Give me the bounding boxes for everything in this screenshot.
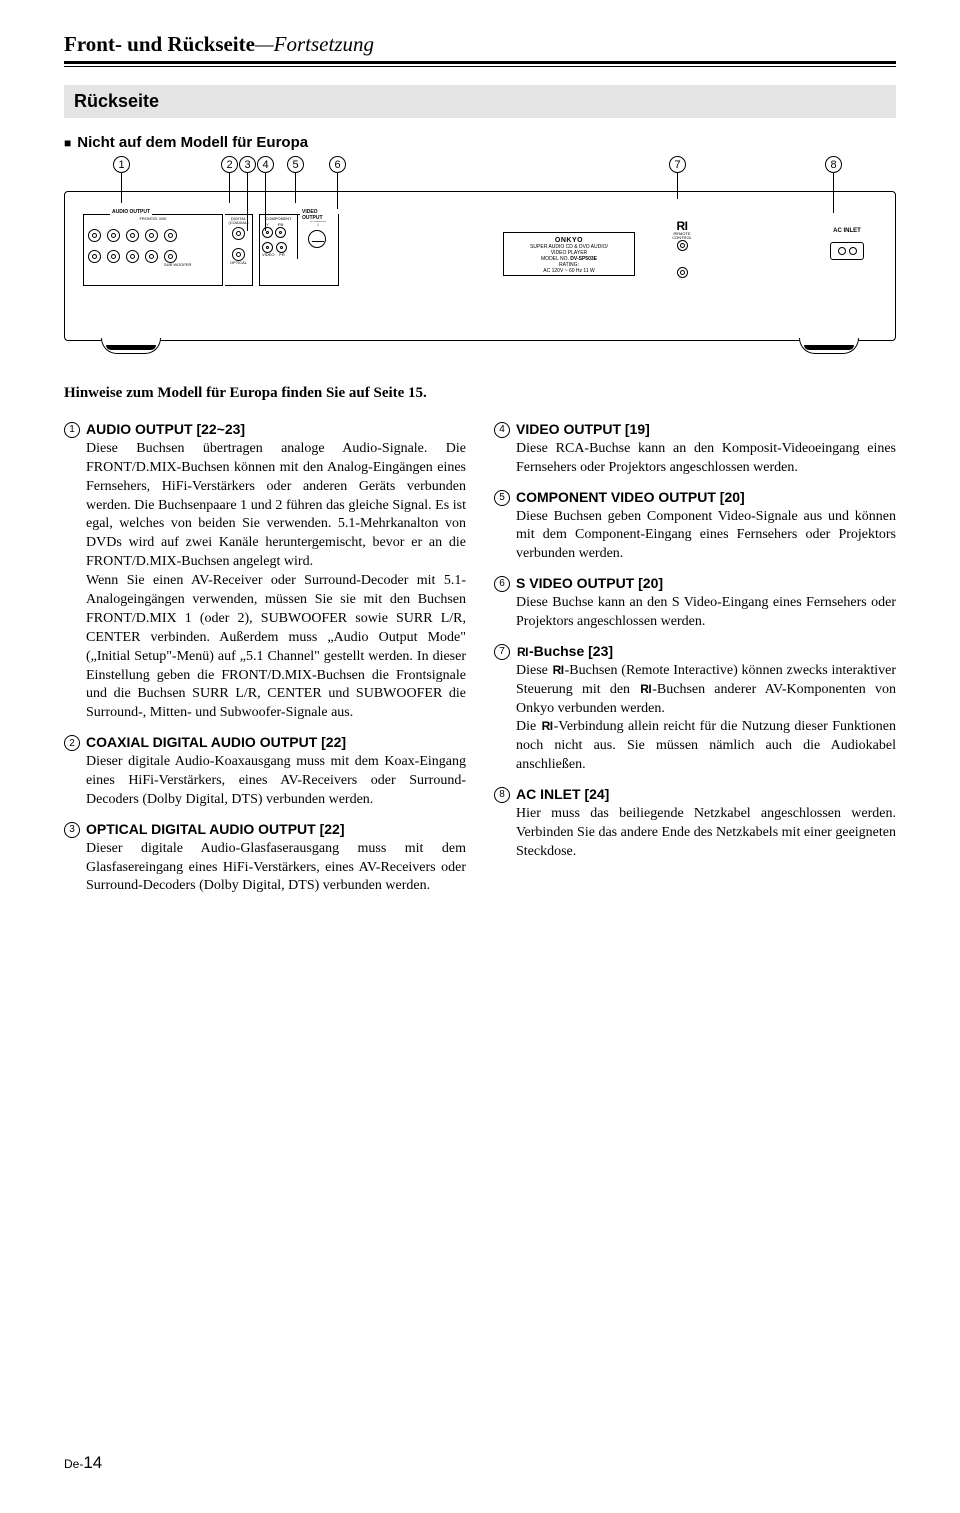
item-4: 4VIDEO OUTPUT [19] Diese RCA-Buchse kann…: [494, 420, 896, 478]
square-bullet: ■: [64, 136, 71, 150]
jack-icon: [677, 267, 688, 278]
ri-icon: RI: [541, 718, 554, 734]
rear-panel-diagram: 1 2 3 4 5 6 7 8 AUDIO OUTPUT FRONT/D. MI…: [64, 191, 896, 341]
item-1: 1AUDIO OUTPUT [22~23] Diese Buchsen über…: [64, 420, 466, 723]
callout-7: 7: [669, 156, 686, 199]
jack-icon: [107, 229, 120, 242]
jack-icon: [145, 229, 158, 242]
digital-block: DIGITAL (COAXIAL) OPTICAL: [225, 214, 253, 286]
foot-icon: [799, 338, 859, 354]
remote-control-block: RI REMOTE CONTROL: [671, 220, 693, 278]
item-6: 6S VIDEO OUTPUT [20] Diese Buchse kann a…: [494, 574, 896, 632]
audio-jacks-bottom: [84, 242, 222, 263]
jack-icon: [126, 229, 139, 242]
jack-icon: [677, 240, 688, 251]
section-subhead: Rückseite: [64, 85, 896, 118]
item-2: 2COAXIAL DIGITAL AUDIO OUTPUT [22] Diese…: [64, 733, 466, 810]
title-rule-thick: [64, 61, 896, 64]
jack-icon: [276, 242, 287, 253]
jack-icon: [145, 250, 158, 263]
jack-icon: [232, 248, 245, 261]
jack-icon: [275, 227, 286, 238]
video-output-block: VIDEO OUTPUT COMPONENT Y PB VIDEO PR S V…: [259, 214, 339, 286]
jack-icon: [126, 250, 139, 263]
europe-hint: Hinweise zum Modell für Europa finden Si…: [64, 385, 896, 402]
page-title: Front- und Rückseite—Fortsetzung: [64, 32, 896, 57]
callout-1: 1: [113, 156, 130, 203]
ac-inlet-icon: [830, 242, 864, 260]
audio-jacks-top: [84, 221, 222, 242]
page-number: De-14: [64, 1453, 102, 1473]
audio-output-block: AUDIO OUTPUT FRONT/D. MIX SUB WOOFER: [83, 214, 223, 286]
item-3: 3OPTICAL DIGITAL AUDIO OUTPUT [22] Diese…: [64, 820, 466, 897]
callout-row: 1 2 3 4 5 6 7 8: [65, 156, 895, 192]
title-main: Front- und Rückseite: [64, 32, 255, 56]
left-column: 1AUDIO OUTPUT [22~23] Diese Buchsen über…: [64, 420, 466, 906]
item-7: 7RI-Buchse [23] Diese RI-Buchsen (Remote…: [494, 642, 896, 775]
item-8: 8AC INLET [24] Hier muss das beiliegende…: [494, 785, 896, 862]
title-cont: Fortsetzung: [274, 32, 374, 56]
jack-icon: [88, 250, 101, 263]
foot-icon: [101, 338, 161, 354]
svideo-icon: [308, 230, 326, 248]
callout-8: 8: [825, 156, 842, 213]
model-label-box: ONKYO SUPER AUDIO CD & DVD AUDIO/ VIDEO …: [503, 232, 635, 276]
jack-icon: [107, 250, 120, 263]
variant-line: ■Nicht auf dem Modell für Europa: [64, 134, 896, 151]
ac-inlet-block: AC INLET: [817, 228, 877, 260]
content-columns: 1AUDIO OUTPUT [22~23] Diese Buchsen über…: [64, 420, 896, 906]
jack-icon: [164, 250, 177, 263]
callout-5: 5: [287, 156, 304, 203]
jack-icon: [88, 229, 101, 242]
jack-icon: [262, 242, 273, 253]
jack-icon: [262, 227, 273, 238]
right-column: 4VIDEO OUTPUT [19] Diese RCA-Buchse kann…: [494, 420, 896, 906]
item-7-body: Diese RI-Buchsen (Remote Interactive) kö…: [516, 662, 896, 775]
callout-6: 6: [329, 156, 346, 213]
jack-icon: [164, 229, 177, 242]
item-5: 5COMPONENT VIDEO OUTPUT [20] Diese Buchs…: [494, 488, 896, 565]
title-rule-thin: [64, 66, 896, 67]
jack-icon: [232, 227, 245, 240]
ri-icon: RI: [516, 644, 529, 660]
ri-icon: RI: [552, 662, 565, 678]
ri-icon: RI: [639, 681, 652, 697]
